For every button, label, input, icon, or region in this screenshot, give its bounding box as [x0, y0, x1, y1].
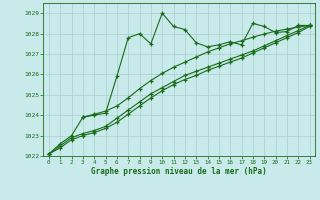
X-axis label: Graphe pression niveau de la mer (hPa): Graphe pression niveau de la mer (hPa) — [91, 167, 267, 176]
